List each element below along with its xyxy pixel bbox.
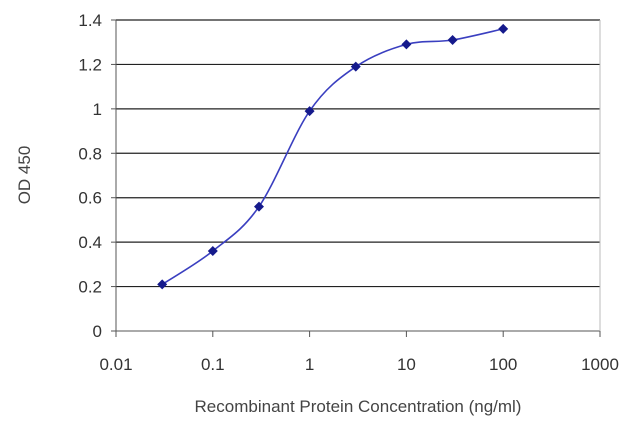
x-tick-label: 1	[305, 355, 314, 374]
y-axis-title: OD 450	[15, 146, 34, 205]
axes	[111, 19, 601, 337]
y-tick-label: 0.4	[78, 233, 102, 252]
data-point-marker	[157, 279, 168, 290]
y-tick-label: 1.2	[78, 55, 102, 74]
data-points	[157, 23, 509, 290]
x-tick-label: 10	[397, 355, 416, 374]
y-tick-label: 1.4	[78, 11, 102, 30]
y-tick-label: 0.6	[78, 189, 102, 208]
data-point-marker	[304, 106, 315, 117]
data-point-marker	[401, 39, 412, 50]
x-tick-label: 0.01	[99, 355, 132, 374]
x-axis-title: Recombinant Protein Concentration (ng/ml…	[195, 397, 522, 416]
x-tick-label: 1000	[581, 355, 619, 374]
data-point-marker	[253, 201, 264, 212]
series-line	[161, 28, 504, 286]
y-tick-label: 0	[93, 322, 102, 341]
x-tick-label: 0.1	[201, 355, 225, 374]
data-point-marker	[207, 246, 218, 257]
y-tick-label: 0.2	[78, 278, 102, 297]
data-point-marker	[447, 34, 458, 45]
data-point-marker	[350, 61, 361, 72]
y-tick-label: 0.8	[78, 144, 102, 163]
y-tick-labels: 0 0.2 0.4 0.6 0.8 1 1.2 1.4	[78, 11, 102, 341]
data-point-marker	[498, 23, 509, 34]
x-tick-labels: 0.01 0.1 1 10 100 1000	[99, 355, 618, 374]
x-tick-label: 100	[489, 355, 517, 374]
grid-lines	[116, 19, 600, 288]
y-tick-label: 1	[93, 100, 102, 119]
